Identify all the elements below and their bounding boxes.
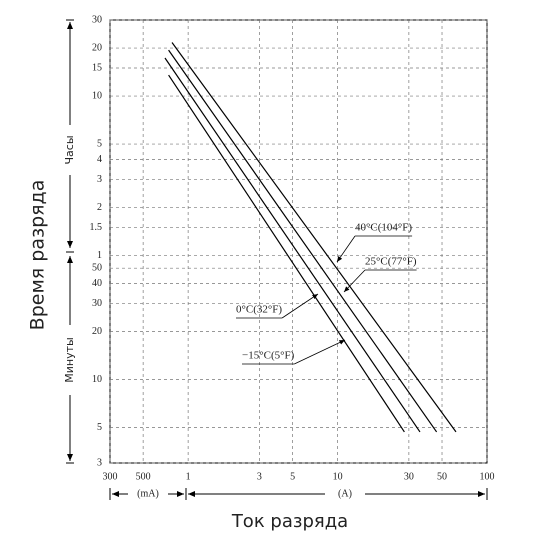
series-label: 25°C(77°F) xyxy=(365,256,417,268)
y-tick-label: 3 xyxy=(97,174,102,185)
x-tick-label: 500 xyxy=(136,471,151,482)
series-label: 40°C(104°F) xyxy=(355,222,412,234)
leader-line xyxy=(336,235,356,263)
y-tick-label: 30 xyxy=(92,14,102,25)
y-tick-label: 2 xyxy=(97,202,102,213)
x-tick-label: 10 xyxy=(333,471,343,482)
y-tick-label: 30 xyxy=(92,298,102,309)
series-label: −15°C(5°F) xyxy=(242,350,295,362)
leader-line xyxy=(281,293,319,319)
y-tick-label: 5 xyxy=(97,138,102,149)
series-line xyxy=(164,57,421,433)
x-unit-left: (mA) xyxy=(137,488,159,499)
y-tick-label: 20 xyxy=(92,326,102,337)
x-tick-label: 300 xyxy=(103,471,118,482)
label-bg xyxy=(62,125,78,175)
y-tick-label: 50 xyxy=(92,262,102,273)
y-tick-label: 5 xyxy=(97,422,102,433)
leader-line xyxy=(343,269,366,293)
y-title: Время разряда xyxy=(27,180,49,331)
x-tick-label: 100 xyxy=(480,471,495,482)
y-tick-label: 10 xyxy=(92,90,102,101)
series-line xyxy=(168,49,438,433)
x-tick-label: 50 xyxy=(437,471,447,482)
y-tick-label: 1 xyxy=(97,250,102,261)
series-label: 0°C(32°F) xyxy=(236,304,282,316)
y-lower-label: Минуты xyxy=(63,337,76,382)
y-tick-label: 20 xyxy=(92,42,102,53)
y-tick-label: 3 xyxy=(97,457,102,468)
x-title: Ток разряда xyxy=(231,511,348,532)
x-tick-label: 3 xyxy=(257,471,262,482)
x-unit-right: (A) xyxy=(338,488,352,499)
series-line xyxy=(168,74,405,433)
y-tick-label: 1.5 xyxy=(90,222,103,233)
x-tick-label: 1 xyxy=(186,471,191,482)
series-line xyxy=(171,42,457,433)
x-tick-label: 30 xyxy=(404,471,414,482)
x-tick-label: 5 xyxy=(290,471,295,482)
leader-line xyxy=(294,339,346,365)
y-tick-label: 15 xyxy=(92,62,102,73)
y-upper-label: Часы xyxy=(63,135,76,164)
label-bg xyxy=(62,325,78,395)
y-tick-label: 40 xyxy=(92,278,102,289)
y-tick-label: 4 xyxy=(97,154,102,165)
y-tick-label: 10 xyxy=(92,374,102,385)
